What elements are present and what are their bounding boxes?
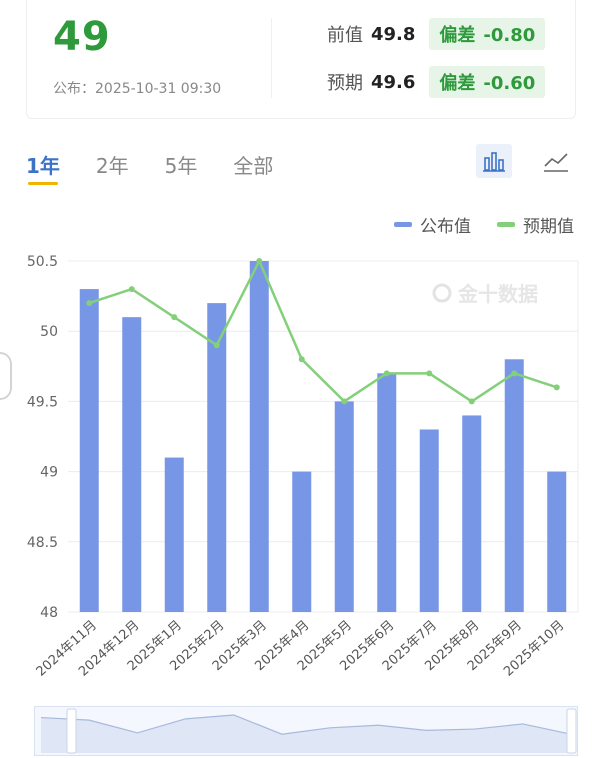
forecast-value: 49.6 [371, 71, 416, 93]
jin10-logo-icon [432, 283, 452, 303]
summary-card: 49 公布：2025-10-31 09:30 前值 49.8 偏差 -0.80 预… [26, 0, 576, 119]
forecast-point [171, 314, 178, 321]
forecast-point [426, 370, 433, 377]
forecast-point [383, 370, 390, 377]
watermark-text: 金十数据 [457, 282, 538, 306]
y-tick-label: 49.5 [27, 394, 58, 410]
tab-1-year[interactable]: 1年 [26, 150, 60, 185]
actual-bar [292, 471, 312, 612]
publish-timestamp: 2025-10-31 09:30 [95, 81, 222, 97]
actual-bar [504, 359, 524, 612]
actual-value: 49 [53, 14, 111, 60]
actual-bar [249, 261, 269, 612]
y-tick-label: 49 [40, 465, 58, 481]
actual-bar [334, 401, 354, 612]
actual-bar [207, 303, 227, 612]
legend-actual[interactable]: 公布值 [394, 212, 471, 237]
legend-actual-label: 公布值 [420, 217, 471, 237]
forecast-point [298, 356, 305, 363]
forecast-point [468, 398, 475, 405]
range-tabs: 1年 2年 5年 全部 [26, 150, 309, 185]
legend-forecast-swatch [497, 222, 515, 227]
actual-bar [547, 471, 567, 612]
forecast-line [88, 259, 558, 403]
previous-deviation-badge: 偏差 -0.80 [429, 18, 546, 50]
previous-value: 49.8 [371, 23, 416, 45]
card-divider [271, 18, 272, 98]
forecast-deviation-label: 偏差 [439, 73, 476, 94]
chart-legend: 公布值 预期值 [368, 212, 574, 237]
previous-deviation-value: -0.80 [483, 25, 536, 46]
actual-bar [462, 415, 482, 612]
forecast-label: 预期 [327, 73, 363, 94]
bar-chart-icon [483, 152, 505, 172]
actual-bar [377, 373, 397, 612]
forecast-point [341, 398, 348, 405]
forecast-deviation-value: -0.60 [483, 73, 536, 94]
forecast-row: 预期 49.6 偏差 -0.60 [327, 66, 546, 98]
navigator-area [41, 715, 571, 753]
forecast-point [128, 286, 135, 293]
y-tick-label: 48 [40, 605, 58, 621]
tab-2-years[interactable]: 2年 [95, 154, 129, 178]
forecast-point [553, 384, 560, 391]
y-tick-label: 48.5 [27, 535, 58, 551]
forecast-point [213, 342, 220, 349]
range-navigator[interactable] [34, 706, 578, 756]
actual-bar [122, 317, 142, 612]
navigator-line [40, 714, 572, 735]
actual-bar [164, 457, 184, 612]
legend-forecast[interactable]: 预期值 [497, 212, 574, 237]
y-tick-label: 50.5 [27, 254, 58, 270]
navigator-left-handle[interactable] [66, 708, 77, 754]
previous-deviation-label: 偏差 [439, 25, 476, 46]
legend-actual-swatch [394, 222, 412, 227]
tab-5-years[interactable]: 5年 [164, 154, 198, 178]
tab-all[interactable]: 全部 [233, 154, 274, 178]
publish-time: 公布：2025-10-31 09:30 [53, 78, 221, 98]
pmi-chart: 4848.54949.55050.5金十数据2024年11月2024年12月20… [27, 254, 579, 680]
forecast-point [511, 370, 518, 377]
legend-forecast-label: 预期值 [523, 217, 574, 237]
navigator-preview [40, 708, 577, 754]
bar-chart-toggle[interactable] [476, 144, 512, 178]
actual-bar [419, 429, 439, 612]
y-tick-label: 50 [40, 324, 58, 340]
navigator-right-handle[interactable] [566, 708, 577, 754]
forecast-point [86, 300, 93, 307]
publish-label: 公布： [53, 81, 95, 97]
previous-label: 前值 [327, 25, 363, 46]
line-chart-toggle[interactable] [538, 144, 574, 178]
forecast-point [256, 258, 263, 264]
actual-bar [79, 289, 99, 612]
previous-row: 前值 49.8 偏差 -0.80 [327, 18, 546, 50]
line-chart-icon [544, 153, 568, 172]
forecast-deviation-badge: 偏差 -0.60 [429, 66, 546, 98]
